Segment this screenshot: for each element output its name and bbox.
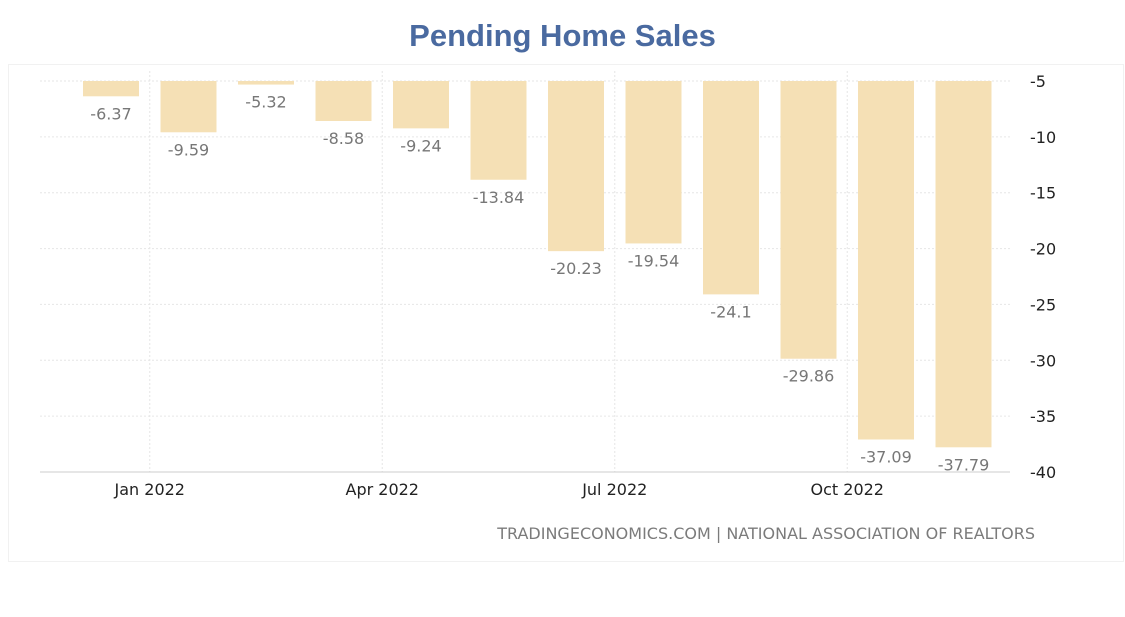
bar-value-label: -8.58 <box>323 129 364 148</box>
x-axis-ticks: Jan 2022 Apr 2022 Jul 2022 Oct 2022 <box>114 480 884 499</box>
chart-title: Pending Home Sales <box>409 18 716 53</box>
y-tick-label: -30 <box>1030 351 1056 370</box>
bar-value-label: -9.59 <box>168 140 209 159</box>
y-axis-ticks: -5 -10 -15 -20 -25 -30 -35 -40 <box>1030 72 1056 482</box>
bar-value-labels: -6.37 -9.59 -5.32 -8.58 -9.24 -13.84 -20.23 -19… <box>90 93 989 475</box>
bar <box>238 81 294 85</box>
x-tick-label: Jul 2022 <box>581 480 647 499</box>
y-tick-label: -25 <box>1030 295 1056 314</box>
chart-frame <box>8 64 1124 562</box>
bar-value-label: -9.24 <box>400 136 441 155</box>
bar <box>315 81 372 121</box>
bars <box>83 81 992 448</box>
bar <box>625 81 682 244</box>
bar <box>548 81 604 252</box>
x-tick-label: Apr 2022 <box>346 480 419 499</box>
bar <box>470 81 527 180</box>
bar-value-label: -13.84 <box>473 188 525 207</box>
y-tick-label: -5 <box>1030 72 1046 91</box>
bar-value-label: -6.37 <box>90 104 131 123</box>
y-tick-label: -15 <box>1030 184 1056 203</box>
bar <box>858 81 914 440</box>
bar-value-label: -5.32 <box>245 93 286 112</box>
bar <box>160 81 217 133</box>
source-credit: TRADINGECONOMICS.COM | NATIONAL ASSOCIAT… <box>497 524 1035 543</box>
y-tick-label: -10 <box>1030 128 1056 147</box>
bar-value-label: -24.1 <box>710 302 751 321</box>
bar <box>935 81 992 448</box>
bar-value-label: -19.54 <box>628 251 680 270</box>
bar-value-label: -37.09 <box>860 447 912 466</box>
bar <box>703 81 759 295</box>
bar <box>83 81 139 97</box>
x-tick-label: Oct 2022 <box>811 480 884 499</box>
y-tick-label: -40 <box>1030 463 1056 482</box>
bar <box>780 81 837 359</box>
bar <box>393 81 449 129</box>
bar-value-label: -37.79 <box>938 455 990 474</box>
bar-value-label: -20.23 <box>550 259 602 278</box>
bar-value-label: -29.86 <box>783 367 835 386</box>
y-tick-label: -20 <box>1030 240 1056 259</box>
x-tick-label: Jan 2022 <box>114 480 185 499</box>
y-tick-label: -35 <box>1030 407 1056 426</box>
